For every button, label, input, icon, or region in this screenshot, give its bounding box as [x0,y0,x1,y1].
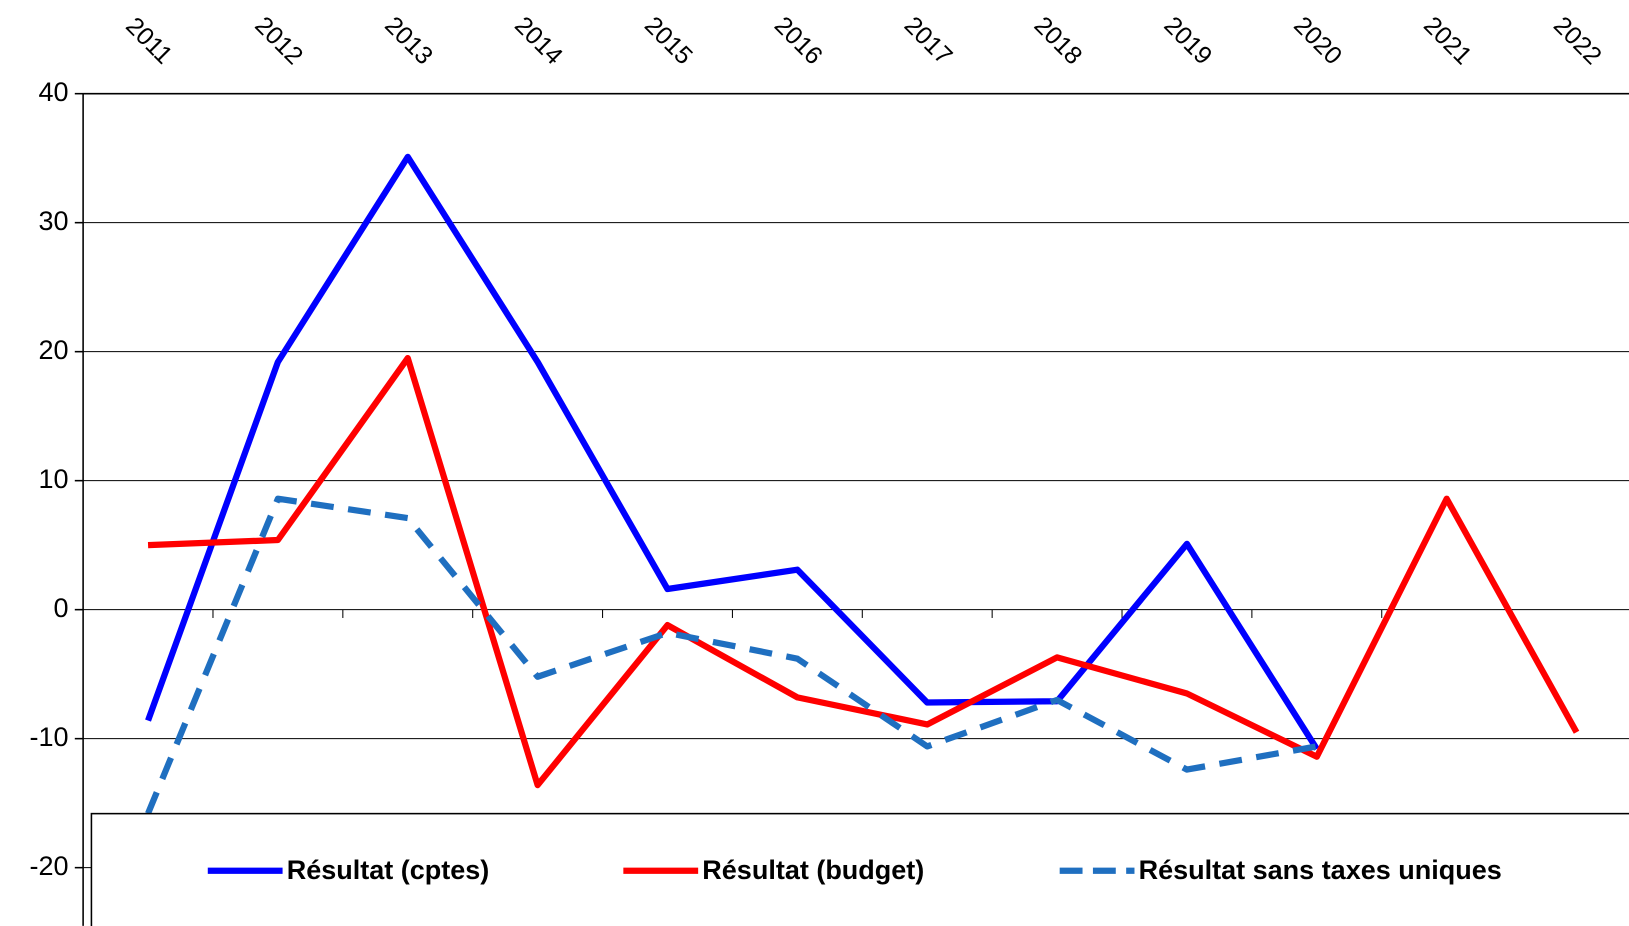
y-tick-label: 30 [39,206,69,236]
y-tick-label: 10 [39,464,69,494]
series-line [147,354,1580,789]
y-tick-label: 40 [39,77,69,107]
y-tick-label: -10 [30,722,69,752]
legend-label: Résultat sans taxes uniques [1139,855,1502,885]
y-tick-label: 0 [54,593,69,623]
y-tick-label: -20 [30,851,69,881]
legend-label: Résultat (budget) [702,855,924,885]
x-tick-label: 2021 [1418,11,1477,70]
legend-label: Résultat (cptes) [287,855,490,885]
x-tick-label: 2019 [1158,11,1217,70]
x-tick-label: 2018 [1029,11,1088,70]
x-tick-label: 2016 [769,11,828,70]
x-tick-label: 2011 [120,12,178,70]
x-tick-label: 2017 [899,11,958,70]
x-tick-label: 2020 [1288,11,1347,70]
x-tick-label: 2022 [1548,11,1607,70]
series-line [145,495,1318,815]
x-tick-label: 2015 [639,11,698,70]
series-line [145,153,1320,751]
legend-box [90,812,1629,926]
x-tick-label: 2013 [379,11,438,70]
x-tick-label: 2012 [249,11,308,70]
x-tick-label: 2014 [509,11,568,70]
y-tick-label: 20 [39,335,69,365]
